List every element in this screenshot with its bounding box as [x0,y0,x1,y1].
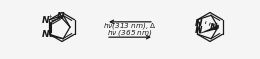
Text: N: N [195,26,203,35]
Text: N: N [210,22,218,32]
Text: N: N [42,30,50,39]
Text: $h\nu$(313 nm), $\Delta$: $h\nu$(313 nm), $\Delta$ [103,21,157,31]
Text: +: + [48,14,52,19]
Text: N: N [195,19,203,28]
Polygon shape [197,25,219,34]
Text: N: N [42,16,50,25]
Text: $h\nu$ (365 nm): $h\nu$ (365 nm) [107,28,153,38]
Text: N: N [56,12,64,21]
